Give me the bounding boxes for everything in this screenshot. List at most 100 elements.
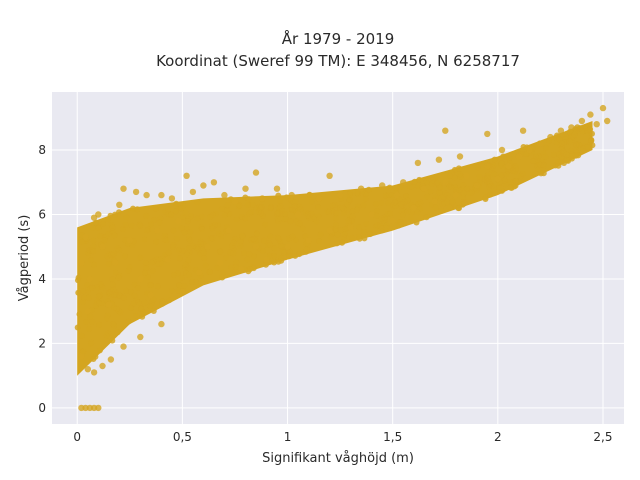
chart-title-line-1: År 1979 - 2019	[282, 29, 395, 48]
data-point	[238, 266, 245, 273]
cloud-point	[141, 299, 148, 306]
data-point	[410, 204, 417, 212]
cloud-point	[209, 225, 216, 232]
cloud-point	[563, 151, 570, 158]
cloud-point	[413, 219, 420, 226]
data-point	[231, 198, 239, 205]
cloud-point	[415, 182, 421, 189]
cloud-point	[90, 243, 97, 250]
cloud-point	[150, 308, 157, 314]
data-point	[137, 333, 144, 341]
cloud-point	[155, 260, 162, 267]
cloud-point	[588, 138, 595, 145]
cloud-point	[286, 248, 293, 255]
cloud-point	[168, 211, 175, 218]
cloud-point	[96, 321, 103, 328]
cloud-point	[571, 131, 578, 138]
data-point	[414, 159, 422, 167]
data-point	[126, 237, 133, 244]
cloud-point	[512, 182, 519, 189]
cloud-point	[200, 249, 207, 256]
cloud-point	[181, 229, 188, 236]
x-tick-label: 0,5	[173, 430, 192, 444]
cloud-point	[75, 274, 82, 281]
cloud-point	[372, 201, 379, 208]
cloud-point	[224, 202, 231, 209]
cloud-point	[228, 264, 235, 271]
cloud-point	[491, 184, 498, 191]
data-point	[252, 243, 260, 250]
cloud-point	[178, 205, 185, 212]
cloud-point	[348, 234, 355, 241]
data-point	[183, 172, 190, 179]
cloud-point	[150, 217, 157, 223]
cloud-point	[79, 239, 86, 246]
cloud-point	[378, 225, 385, 232]
data-point	[147, 291, 154, 299]
cloud-point	[510, 167, 516, 174]
data-point	[263, 256, 270, 263]
y-tick-label: 4	[38, 272, 46, 286]
cloud-point	[423, 214, 430, 221]
data-point	[347, 224, 354, 231]
data-point	[505, 162, 512, 170]
cloud-point	[92, 353, 99, 360]
chart-title: År 1979 - 2019 Koordinat (Sweref 99 TM):…	[156, 29, 520, 70]
cloud-point	[283, 194, 290, 201]
y-tick-label: 2	[38, 336, 46, 350]
cloud-point	[242, 215, 249, 222]
data-point	[326, 227, 333, 234]
cloud-point	[88, 339, 95, 346]
cloud-point	[427, 188, 434, 195]
data-point	[536, 140, 544, 147]
cloud-point	[414, 209, 421, 216]
data-point	[99, 362, 106, 370]
cloud-point	[333, 210, 340, 217]
y-tick-label: 6	[38, 207, 46, 221]
cloud-point	[112, 211, 118, 218]
cloud-point	[580, 145, 587, 152]
cloud-point	[556, 136, 563, 143]
data-point	[442, 127, 449, 134]
cloud-point	[385, 191, 392, 198]
cloud-point	[550, 151, 557, 158]
cloud-point	[87, 257, 94, 263]
data-point	[95, 211, 102, 218]
cloud-point	[460, 182, 467, 189]
cloud-point	[87, 313, 94, 320]
cloud-point	[202, 262, 209, 269]
cloud-point	[247, 266, 253, 273]
cloud-point	[455, 165, 462, 172]
cloud-point	[589, 130, 595, 137]
data-point	[379, 182, 386, 189]
data-point	[273, 185, 281, 192]
cloud-point	[449, 198, 456, 205]
cloud-point	[333, 240, 340, 247]
cloud-point	[501, 177, 508, 184]
x-tick-label: 2	[494, 430, 502, 444]
cloud-point	[101, 237, 108, 244]
cloud-point	[420, 177, 427, 184]
cloud-point	[349, 213, 356, 220]
data-point	[284, 243, 291, 250]
cloud-point	[496, 184, 503, 191]
cloud-point	[246, 210, 253, 217]
cloud-point	[237, 243, 244, 249]
cloud-point	[291, 203, 298, 210]
cloud-point	[292, 198, 299, 205]
cloud-point	[374, 208, 381, 214]
data-point	[242, 185, 249, 192]
data-point	[175, 217, 182, 225]
cloud-point	[417, 199, 424, 206]
cloud-point	[109, 337, 116, 344]
cloud-point	[97, 292, 103, 299]
cloud-point	[339, 204, 346, 211]
cloud-point	[78, 332, 85, 339]
cloud-point	[166, 297, 173, 304]
cloud-point	[491, 156, 498, 163]
data-point	[78, 259, 85, 266]
cloud-point	[176, 282, 183, 289]
data-point	[95, 404, 102, 412]
cloud-point	[362, 195, 369, 202]
data-point	[431, 198, 438, 205]
